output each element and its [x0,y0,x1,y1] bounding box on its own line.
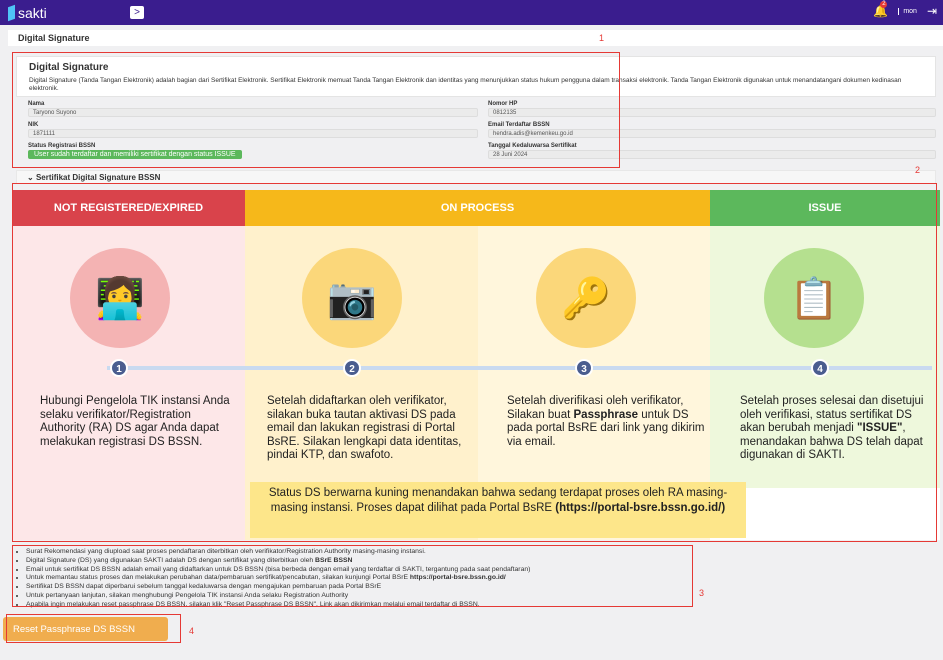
timeline [107,366,932,370]
list-item: Digital Signature (DS) yang digunakan SA… [26,557,530,566]
field-nama: Nama Taryono Suyono [28,101,478,117]
step-2-badge: 2 [343,359,361,377]
annotation-label-2: 2 [915,165,921,175]
annotation-box-3 [12,545,693,607]
camera-icon: 📷 [302,248,402,348]
notes-list: Surat Rekomendasi yang diupload saat pro… [16,548,530,610]
hp-input[interactable]: 0812135 [488,108,936,117]
step-1-text: Hubungi Pengelola TIK instansi Anda sela… [40,395,230,448]
person-computer-icon: 👩‍💻 [70,248,170,348]
reset-passphrase-button[interactable]: Reset Passphrase DS BSSN [3,617,168,641]
digital-signature-card: Digital Signature Digital Signature (Tan… [16,56,936,97]
certificate-icon: 📋 [764,248,864,348]
annotation-box-2 [12,183,937,542]
notification-badge: 2 [880,1,888,8]
email-input[interactable]: hendra.adis@kemenkeu.go.id [488,129,936,138]
step-3-text: Setelah diverifikasi oleh verifikator, S… [507,395,705,448]
card-description: Digital Signature (Tanda Tangan Elektron… [29,77,902,92]
chevron-down-icon: ⌄ [27,173,36,182]
card-title: Digital Signature [29,62,109,73]
field-status: Status Registrasi BSSN User sudah terdaft… [28,143,478,159]
key-icon: 🔑 [536,248,636,348]
list-item: Email untuk sertifikat DS BSSN adalah em… [26,566,530,575]
nama-input[interactable]: Taryono Suyono [28,108,478,117]
step-4-text: Setelah proses selesai dan disetujui ole… [740,395,924,461]
breadcrumb: Digital Signature [8,30,943,46]
sakti-logo[interactable]: sakti [8,4,47,21]
field-email: Email Terdaftar BSSN hendra.adis@kemenkeu… [488,122,936,138]
list-item: Surat Rekomendasi yang diupload saat pro… [26,548,530,557]
annotation-box-1 [12,52,620,168]
annotation-label-3: 3 [699,588,705,598]
ds-status-infographic: NOT REGISTERED/EXPIRED ON PROCESS ISSUE … [12,190,940,540]
field-expiry: Tanggal Kedaluwarsa Sertifikat 28 Juni 20… [488,143,936,159]
mon-sakti-link[interactable]: mon [898,7,917,15]
nik-input[interactable]: 1871111 [28,129,478,138]
annotation-box-4 [6,614,181,643]
list-item: Untuk memantau status proses dan melakuk… [26,574,530,583]
bsre-portal-link[interactable]: https://portal-bsre.bssn.go.id/ [409,574,506,582]
sidebar-toggle-button[interactable]: > [130,6,144,19]
list-item: Untuk pertanyaan lanjutan, silakan mengh… [26,592,530,601]
step-4-badge: 4 [811,359,829,377]
expiry-input[interactable]: 28 Juni 2024 [488,150,936,159]
top-navbar: sakti > 🔔 2 mon ⇥ [0,0,943,25]
step-2-text: Setelah didaftarkan oleh verifikator, si… [267,395,462,461]
field-nik: NIK 1871111 [28,122,478,138]
step-3-badge: 3 [575,359,593,377]
step-1-badge: 1 [110,359,128,377]
annotation-label-1: 1 [599,33,605,43]
notification-bell-icon[interactable]: 🔔 2 [873,1,889,18]
status-badge: User sudah terdaftar dan memiliki sertif… [28,150,242,159]
section-header[interactable]: ⌄ Sertifikat Digital Signature BSSN [16,170,936,184]
list-item: Apabila ingin melakukan reset passphrase… [26,601,530,610]
field-hp: Nomor HP 0812135 [488,101,936,117]
list-item: Sertifikat DS BSSN dapat diperbarui sebe… [26,583,530,592]
annotation-label-4: 4 [189,626,195,636]
process-note: Status DS berwarna kuning menandakan bah… [250,482,746,538]
logout-icon[interactable]: ⇥ [926,4,937,18]
